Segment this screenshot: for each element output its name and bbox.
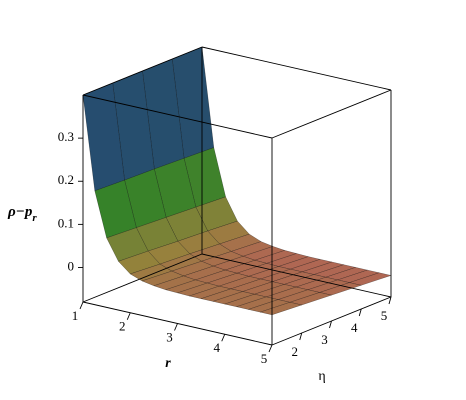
box-edge — [271, 89, 392, 139]
box: 1 2 3 4 5 2 3 4 5 0 0.1 0.2 0.3 — [58, 46, 392, 366]
z-tick-label: 0.3 — [58, 129, 74, 144]
x-tick-label: 5 — [261, 351, 268, 366]
x-tick-label: 4 — [214, 340, 221, 355]
y-tick-label: 5 — [381, 308, 388, 323]
y-tick-label: 3 — [321, 332, 328, 347]
box-edge — [201, 253, 392, 298]
y-tick-label: 4 — [351, 320, 358, 335]
z-tick-label: 0 — [68, 258, 75, 273]
x-tick — [174, 323, 178, 331]
x-tick-label: 2 — [119, 319, 126, 334]
surface — [82, 46, 392, 316]
surface-patch — [318, 282, 363, 296]
surface-patch — [289, 292, 333, 306]
x-tick — [268, 344, 273, 353]
y-tick — [299, 332, 303, 341]
y-tick-label: 2 — [292, 344, 299, 359]
x-tick-label: 3 — [166, 329, 173, 344]
x-tick — [79, 301, 84, 310]
y-tick — [388, 296, 392, 305]
z-axis-label-main: ρ−p — [7, 204, 33, 220]
z-tick-label: 0.1 — [58, 215, 74, 230]
x-tick — [221, 334, 226, 342]
z-tick-label: 0.2 — [58, 172, 74, 187]
box-edge — [82, 253, 203, 303]
x-tick-label: 1 — [72, 308, 79, 323]
box-edge — [82, 94, 273, 139]
box-edge — [201, 46, 392, 91]
y-tick — [329, 320, 332, 329]
x-axis-label: r — [165, 356, 171, 371]
x-tick — [126, 312, 131, 320]
y-tick — [358, 308, 362, 317]
y-axis-label: η — [318, 369, 325, 384]
z-axis-label-sub: r — [32, 212, 37, 224]
surface-patch — [259, 302, 303, 316]
box-edge — [82, 46, 203, 96]
z-axis-label: ρ−pr — [7, 204, 37, 223]
